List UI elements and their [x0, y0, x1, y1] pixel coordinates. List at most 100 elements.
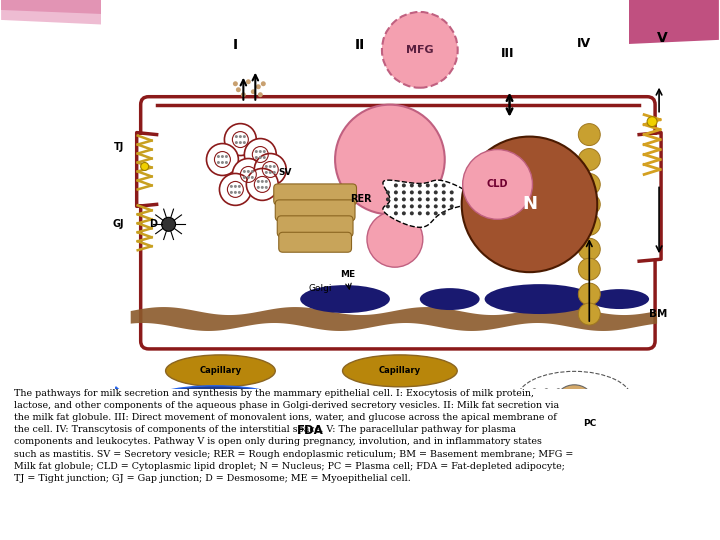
Circle shape: [261, 180, 264, 183]
Text: III: III: [501, 47, 514, 60]
Ellipse shape: [485, 284, 594, 314]
Circle shape: [221, 155, 224, 158]
Text: CLD: CLD: [487, 179, 508, 190]
Circle shape: [418, 198, 422, 201]
Circle shape: [257, 180, 260, 183]
Circle shape: [418, 211, 422, 215]
Circle shape: [463, 150, 533, 219]
Circle shape: [243, 135, 246, 138]
Circle shape: [450, 198, 454, 201]
Circle shape: [273, 171, 276, 174]
Circle shape: [244, 139, 276, 171]
Circle shape: [246, 168, 278, 200]
Circle shape: [265, 180, 268, 183]
Circle shape: [556, 388, 561, 393]
Text: V: V: [657, 31, 667, 45]
Circle shape: [264, 398, 282, 416]
Circle shape: [256, 84, 261, 89]
Circle shape: [537, 396, 542, 401]
Ellipse shape: [420, 288, 480, 310]
Circle shape: [532, 404, 537, 409]
Circle shape: [230, 185, 233, 188]
FancyBboxPatch shape: [274, 184, 356, 205]
Circle shape: [367, 211, 423, 267]
Circle shape: [234, 185, 237, 188]
Text: MFG: MFG: [406, 45, 433, 55]
Circle shape: [556, 404, 561, 409]
Circle shape: [251, 170, 254, 173]
Circle shape: [433, 191, 438, 194]
Circle shape: [261, 186, 264, 189]
Circle shape: [161, 217, 176, 231]
Circle shape: [217, 161, 220, 164]
Polygon shape: [137, 134, 157, 204]
Ellipse shape: [166, 355, 275, 387]
Circle shape: [394, 204, 398, 208]
Polygon shape: [1, 0, 280, 30]
FancyBboxPatch shape: [277, 216, 353, 237]
Circle shape: [241, 92, 246, 97]
Circle shape: [243, 176, 246, 179]
Circle shape: [549, 396, 554, 401]
Circle shape: [257, 186, 260, 189]
Circle shape: [246, 396, 269, 418]
Circle shape: [462, 137, 598, 272]
Text: FDA: FDA: [297, 424, 323, 437]
Circle shape: [578, 213, 600, 235]
Circle shape: [433, 204, 438, 208]
Circle shape: [235, 135, 238, 138]
Circle shape: [426, 191, 430, 194]
Circle shape: [410, 204, 414, 208]
Circle shape: [251, 89, 256, 94]
Circle shape: [426, 211, 430, 215]
Circle shape: [578, 303, 600, 325]
Circle shape: [235, 141, 238, 144]
FancyBboxPatch shape: [140, 97, 655, 349]
Circle shape: [217, 155, 220, 158]
Circle shape: [532, 388, 537, 393]
Circle shape: [402, 198, 406, 201]
Circle shape: [254, 153, 287, 185]
Circle shape: [258, 150, 262, 153]
Text: PC: PC: [582, 418, 596, 428]
Circle shape: [402, 191, 406, 194]
Circle shape: [433, 211, 438, 215]
Circle shape: [236, 87, 241, 92]
Circle shape: [233, 159, 264, 191]
Polygon shape: [639, 134, 661, 261]
Circle shape: [386, 198, 390, 201]
Circle shape: [450, 204, 454, 208]
Circle shape: [265, 171, 268, 174]
Circle shape: [243, 141, 246, 144]
Circle shape: [168, 407, 184, 423]
Ellipse shape: [343, 355, 457, 387]
Circle shape: [258, 156, 262, 159]
Circle shape: [209, 408, 222, 422]
Circle shape: [544, 388, 549, 393]
Text: I: I: [233, 38, 238, 52]
Circle shape: [258, 92, 263, 97]
Circle shape: [418, 191, 422, 194]
Circle shape: [246, 79, 251, 84]
Circle shape: [265, 186, 268, 189]
Circle shape: [578, 238, 600, 260]
Circle shape: [255, 156, 258, 159]
Circle shape: [402, 211, 406, 215]
Circle shape: [410, 184, 414, 187]
Circle shape: [255, 150, 258, 153]
Circle shape: [238, 191, 241, 194]
Circle shape: [225, 124, 256, 156]
Circle shape: [410, 211, 414, 215]
Polygon shape: [430, 0, 719, 50]
Circle shape: [418, 204, 422, 208]
Polygon shape: [116, 387, 138, 427]
Text: RER: RER: [351, 194, 372, 204]
Circle shape: [442, 184, 446, 187]
Circle shape: [221, 161, 224, 164]
Circle shape: [578, 283, 600, 305]
Circle shape: [578, 173, 600, 195]
Circle shape: [233, 81, 238, 86]
Circle shape: [394, 184, 398, 187]
Circle shape: [442, 198, 446, 201]
Text: IV: IV: [577, 37, 591, 50]
